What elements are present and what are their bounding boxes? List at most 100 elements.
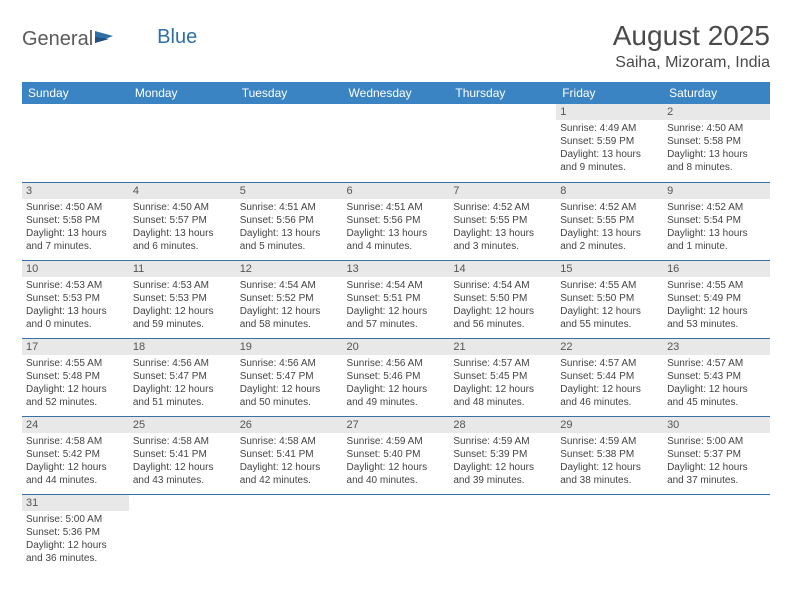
day-data: Sunrise: 4:56 AMSunset: 5:47 PMDaylight:… [129, 355, 236, 413]
sunrise-text: Sunrise: 4:55 AM [667, 279, 766, 292]
sunrise-text: Sunrise: 4:59 AM [453, 435, 552, 448]
day-data: Sunrise: 4:59 AMSunset: 5:38 PMDaylight:… [556, 433, 663, 491]
daylight-text: Daylight: 12 hours and 37 minutes. [667, 461, 766, 487]
day-number: 27 [343, 417, 450, 433]
sunrise-text: Sunrise: 4:58 AM [133, 435, 232, 448]
day-number: 3 [22, 183, 129, 199]
day-data: Sunrise: 4:55 AMSunset: 5:49 PMDaylight:… [663, 277, 770, 335]
sunset-text: Sunset: 5:55 PM [453, 214, 552, 227]
day-data: Sunrise: 4:50 AMSunset: 5:58 PMDaylight:… [22, 199, 129, 257]
sunset-text: Sunset: 5:43 PM [667, 370, 766, 383]
day-data: Sunrise: 4:52 AMSunset: 5:55 PMDaylight:… [556, 199, 663, 257]
day-data: Sunrise: 4:59 AMSunset: 5:40 PMDaylight:… [343, 433, 450, 491]
sunset-text: Sunset: 5:42 PM [26, 448, 125, 461]
day-number [343, 104, 450, 120]
day-data: Sunrise: 4:58 AMSunset: 5:41 PMDaylight:… [129, 433, 236, 491]
sunset-text: Sunset: 5:59 PM [560, 135, 659, 148]
daylight-text: Daylight: 12 hours and 53 minutes. [667, 305, 766, 331]
sunrise-text: Sunrise: 4:56 AM [133, 357, 232, 370]
day-data: Sunrise: 4:55 AMSunset: 5:48 PMDaylight:… [22, 355, 129, 413]
daylight-text: Daylight: 13 hours and 7 minutes. [26, 227, 125, 253]
daylight-text: Daylight: 12 hours and 57 minutes. [347, 305, 446, 331]
weekday-header: Tuesday [236, 82, 343, 104]
sunrise-text: Sunrise: 4:54 AM [240, 279, 339, 292]
daylight-text: Daylight: 13 hours and 1 minute. [667, 227, 766, 253]
day-data [236, 120, 343, 126]
logo-text-1: General [22, 28, 93, 51]
calendar-day-cell [556, 494, 663, 572]
sunset-text: Sunset: 5:49 PM [667, 292, 766, 305]
calendar-day-cell: 15Sunrise: 4:55 AMSunset: 5:50 PMDayligh… [556, 260, 663, 338]
title-block: August 2025 Saiha, Mizoram, India [613, 20, 770, 72]
calendar-day-cell: 16Sunrise: 4:55 AMSunset: 5:49 PMDayligh… [663, 260, 770, 338]
calendar-day-cell: 4Sunrise: 4:50 AMSunset: 5:57 PMDaylight… [129, 182, 236, 260]
day-data [449, 120, 556, 126]
day-number: 28 [449, 417, 556, 433]
calendar-day-cell: 3Sunrise: 4:50 AMSunset: 5:58 PMDaylight… [22, 182, 129, 260]
day-data: Sunrise: 4:58 AMSunset: 5:41 PMDaylight:… [236, 433, 343, 491]
location-text: Saiha, Mizoram, India [613, 54, 770, 72]
daylight-text: Daylight: 12 hours and 45 minutes. [667, 383, 766, 409]
day-number [449, 495, 556, 511]
calendar-day-cell: 31Sunrise: 5:00 AMSunset: 5:36 PMDayligh… [22, 494, 129, 572]
calendar-week-row: 3Sunrise: 4:50 AMSunset: 5:58 PMDaylight… [22, 182, 770, 260]
sunset-text: Sunset: 5:44 PM [560, 370, 659, 383]
sunrise-text: Sunrise: 5:00 AM [26, 513, 125, 526]
day-data: Sunrise: 4:52 AMSunset: 5:55 PMDaylight:… [449, 199, 556, 257]
daylight-text: Daylight: 12 hours and 56 minutes. [453, 305, 552, 331]
sunrise-text: Sunrise: 4:52 AM [453, 201, 552, 214]
month-title: August 2025 [613, 20, 770, 52]
day-data: Sunrise: 4:57 AMSunset: 5:43 PMDaylight:… [663, 355, 770, 413]
day-number: 30 [663, 417, 770, 433]
calendar-page: General Blue August 2025 Saiha, Mizoram,… [0, 0, 792, 582]
day-number: 8 [556, 183, 663, 199]
day-data: Sunrise: 4:56 AMSunset: 5:47 PMDaylight:… [236, 355, 343, 413]
calendar-day-cell: 26Sunrise: 4:58 AMSunset: 5:41 PMDayligh… [236, 416, 343, 494]
daylight-text: Daylight: 12 hours and 39 minutes. [453, 461, 552, 487]
calendar-day-cell: 8Sunrise: 4:52 AMSunset: 5:55 PMDaylight… [556, 182, 663, 260]
daylight-text: Daylight: 12 hours and 55 minutes. [560, 305, 659, 331]
daylight-text: Daylight: 12 hours and 40 minutes. [347, 461, 446, 487]
daylight-text: Daylight: 13 hours and 4 minutes. [347, 227, 446, 253]
day-number [129, 495, 236, 511]
calendar-day-cell [449, 104, 556, 182]
sunrise-text: Sunrise: 4:55 AM [560, 279, 659, 292]
sunset-text: Sunset: 5:58 PM [667, 135, 766, 148]
sunrise-text: Sunrise: 4:57 AM [667, 357, 766, 370]
sunrise-text: Sunrise: 4:56 AM [347, 357, 446, 370]
calendar-week-row: 17Sunrise: 4:55 AMSunset: 5:48 PMDayligh… [22, 338, 770, 416]
day-data: Sunrise: 4:54 AMSunset: 5:52 PMDaylight:… [236, 277, 343, 335]
sunrise-text: Sunrise: 4:56 AM [240, 357, 339, 370]
day-number: 31 [22, 495, 129, 511]
day-data: Sunrise: 4:53 AMSunset: 5:53 PMDaylight:… [129, 277, 236, 335]
sunrise-text: Sunrise: 4:52 AM [560, 201, 659, 214]
sunset-text: Sunset: 5:56 PM [240, 214, 339, 227]
calendar-day-cell [129, 104, 236, 182]
day-data [129, 120, 236, 126]
day-data: Sunrise: 4:52 AMSunset: 5:54 PMDaylight:… [663, 199, 770, 257]
calendar-day-cell: 1Sunrise: 4:49 AMSunset: 5:59 PMDaylight… [556, 104, 663, 182]
sunrise-text: Sunrise: 5:00 AM [667, 435, 766, 448]
sunrise-text: Sunrise: 4:54 AM [347, 279, 446, 292]
day-number: 1 [556, 104, 663, 120]
calendar-day-cell: 10Sunrise: 4:53 AMSunset: 5:53 PMDayligh… [22, 260, 129, 338]
sunrise-text: Sunrise: 4:57 AM [453, 357, 552, 370]
daylight-text: Daylight: 12 hours and 59 minutes. [133, 305, 232, 331]
sunrise-text: Sunrise: 4:53 AM [26, 279, 125, 292]
day-number: 25 [129, 417, 236, 433]
sunset-text: Sunset: 5:40 PM [347, 448, 446, 461]
day-number: 10 [22, 261, 129, 277]
calendar-day-cell: 7Sunrise: 4:52 AMSunset: 5:55 PMDaylight… [449, 182, 556, 260]
sunrise-text: Sunrise: 4:52 AM [667, 201, 766, 214]
calendar-day-cell: 17Sunrise: 4:55 AMSunset: 5:48 PMDayligh… [22, 338, 129, 416]
calendar-day-cell [663, 494, 770, 572]
weekday-header: Friday [556, 82, 663, 104]
day-number: 9 [663, 183, 770, 199]
sunrise-text: Sunrise: 4:59 AM [560, 435, 659, 448]
sunset-text: Sunset: 5:39 PM [453, 448, 552, 461]
sunrise-text: Sunrise: 4:57 AM [560, 357, 659, 370]
daylight-text: Daylight: 12 hours and 36 minutes. [26, 539, 125, 565]
logo: General Blue [22, 28, 197, 51]
day-data [22, 120, 129, 126]
calendar-day-cell [343, 494, 450, 572]
